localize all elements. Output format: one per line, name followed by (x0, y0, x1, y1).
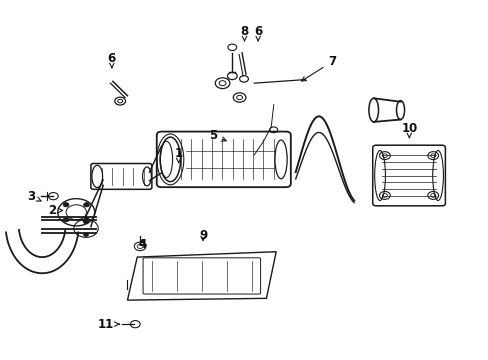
Text: 1: 1 (174, 147, 183, 163)
Text: 7: 7 (301, 55, 336, 81)
Circle shape (63, 203, 69, 207)
Text: 11: 11 (97, 318, 119, 331)
Circle shape (83, 233, 88, 237)
Text: 3: 3 (27, 190, 41, 203)
Circle shape (83, 203, 89, 207)
Text: 10: 10 (400, 122, 417, 138)
Text: 6: 6 (107, 51, 116, 68)
Circle shape (83, 218, 89, 222)
Circle shape (63, 218, 69, 222)
Text: 6: 6 (253, 25, 262, 41)
Circle shape (83, 220, 88, 224)
Text: 2: 2 (48, 204, 62, 217)
Text: 9: 9 (199, 229, 207, 242)
Text: 4: 4 (138, 238, 146, 251)
Text: 5: 5 (208, 129, 225, 142)
Text: 8: 8 (240, 25, 248, 41)
